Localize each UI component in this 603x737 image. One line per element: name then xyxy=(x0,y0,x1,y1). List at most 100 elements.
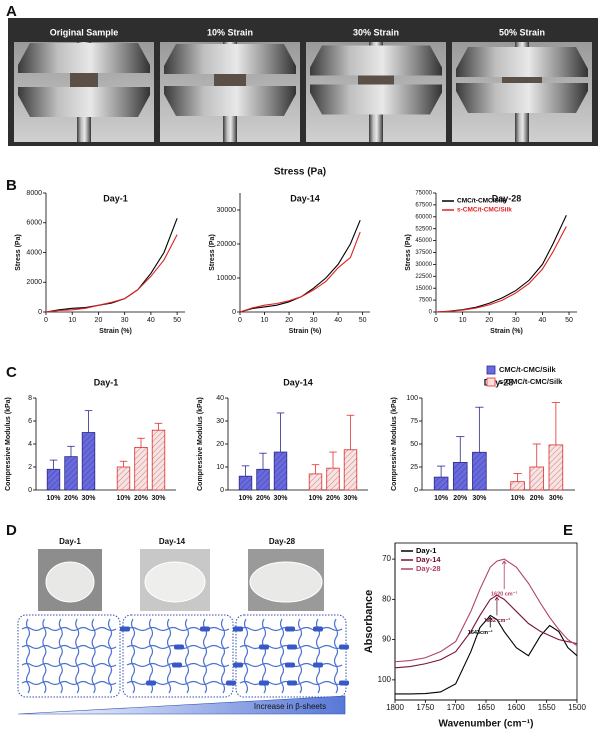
beta-sheet xyxy=(146,680,156,686)
network-frame xyxy=(17,614,121,698)
y-tick-label: 2000 xyxy=(26,279,42,286)
x-axis-label: Strain (%) xyxy=(289,328,322,335)
beta-sheet xyxy=(287,680,297,686)
series-line xyxy=(239,231,361,313)
y-tick-label: 8 xyxy=(28,395,32,402)
legend-label: s-CMC/t-CMC/Silk xyxy=(457,207,512,214)
network-strand xyxy=(91,618,96,694)
beta-sheet xyxy=(120,626,130,632)
bar-hatch xyxy=(274,452,287,490)
network-strand xyxy=(107,618,113,694)
x-tick-label: 30 xyxy=(512,317,520,324)
annotation-arrowhead xyxy=(487,616,493,621)
y-tick-label: 10000 xyxy=(217,275,237,282)
y-tick-label: 40 xyxy=(216,395,224,402)
bar-hatch xyxy=(529,467,544,490)
beta-sheet xyxy=(285,626,295,632)
x-tick-label: 10 xyxy=(68,317,76,324)
beta-sheet xyxy=(313,626,323,632)
beta-sheet xyxy=(174,644,184,650)
sample xyxy=(358,75,394,85)
x-tick-label: 1550 xyxy=(538,703,556,712)
upper-platen xyxy=(456,47,588,77)
y-tick-label: 4 xyxy=(28,441,32,448)
legend-label: Day-1 xyxy=(416,546,436,555)
x-tick-label: 1800 xyxy=(386,703,404,712)
photo-label: Day-28 xyxy=(269,537,296,546)
network-strand xyxy=(184,618,190,694)
beta-sheet xyxy=(259,680,269,686)
beta-sheet xyxy=(259,644,269,650)
sample xyxy=(214,74,246,86)
lower-platen xyxy=(310,84,442,115)
y-tick-label: 7500 xyxy=(419,298,433,304)
panel-label: D xyxy=(6,522,17,539)
y-tick-label: 100 xyxy=(378,675,392,684)
x-tick-label: 50 xyxy=(173,317,181,324)
gradient-caption: Increase in β-sheets xyxy=(254,702,326,711)
y-tick-label: 30 xyxy=(216,418,224,425)
beta-sheet xyxy=(172,662,182,668)
photo-label: Day-14 xyxy=(159,537,186,546)
series-line xyxy=(45,218,178,313)
network-strand xyxy=(21,644,117,650)
network-strand xyxy=(21,626,117,632)
photo-header: Original Sample xyxy=(50,27,119,37)
y-tick-label: 52500 xyxy=(415,226,432,232)
y-tick-label: 0 xyxy=(28,487,32,494)
x-axis-label: Wavenumber (cm⁻¹) xyxy=(439,719,534,730)
x-tick-label: 1600 xyxy=(507,703,525,712)
network-strand xyxy=(297,618,303,694)
x-tick-label: 10 xyxy=(459,317,467,324)
y-tick-label: 6 xyxy=(28,418,32,425)
network-strand xyxy=(166,618,172,694)
x-tick-label: 0 xyxy=(44,317,48,324)
y-tick-label: 8000 xyxy=(26,190,42,197)
y-tick-label: 0 xyxy=(414,487,418,494)
beta-sheet xyxy=(287,644,297,650)
photo-header: 30% Strain xyxy=(353,27,399,37)
y-axis-label: Stress (Pa) xyxy=(15,234,22,271)
x-tick-label: 20% xyxy=(134,495,149,502)
x-tick-label: 1500 xyxy=(568,703,586,712)
y-axis-label: Stress (Pa) xyxy=(405,234,412,271)
y-tick-label: 37500 xyxy=(415,250,432,256)
chart-title: Day-28 xyxy=(492,193,522,203)
bar-hatch xyxy=(134,447,148,490)
beta-sheet xyxy=(285,662,295,668)
x-axis-label: Strain (%) xyxy=(490,328,523,335)
x-tick-label: 10% xyxy=(116,495,131,502)
bar-hatch xyxy=(239,476,252,490)
y-tick-label: 0 xyxy=(429,310,433,316)
x-tick-label: 20% xyxy=(453,495,468,502)
y-tick-label: 20 xyxy=(216,441,224,448)
photo-header: 50% Strain xyxy=(499,27,545,37)
x-tick-label: 30 xyxy=(310,317,318,324)
y-tick-label: 50 xyxy=(410,441,418,448)
bar-hatch xyxy=(472,452,487,490)
beta-sheet xyxy=(233,626,243,632)
sample xyxy=(502,77,542,83)
y-tick-label: 25 xyxy=(410,464,418,471)
x-tick-label: 0 xyxy=(434,317,438,324)
x-tick-label: 30 xyxy=(121,317,129,324)
network-strand xyxy=(130,618,136,694)
network-strand xyxy=(42,618,47,694)
annotation-arrowhead xyxy=(494,596,500,601)
series-line xyxy=(435,214,567,313)
panel-title: Stress (Pa) xyxy=(274,167,326,178)
lower-platen xyxy=(18,87,150,117)
y-tick-label: 67500 xyxy=(415,202,432,208)
x-tick-label: 30% xyxy=(151,495,166,502)
x-tick-label: 10% xyxy=(46,495,61,502)
network-strand xyxy=(21,680,117,686)
hydrogel xyxy=(144,561,206,603)
x-tick-label: 10% xyxy=(308,495,323,502)
x-tick-label: 20% xyxy=(530,495,545,502)
x-tick-label: 30% xyxy=(343,495,358,502)
annotation-arrowhead xyxy=(501,560,507,565)
network-strand xyxy=(333,618,339,694)
legend-swatch xyxy=(486,365,496,375)
bar-hatch xyxy=(256,469,270,490)
y-tick-label: 2 xyxy=(28,464,32,471)
